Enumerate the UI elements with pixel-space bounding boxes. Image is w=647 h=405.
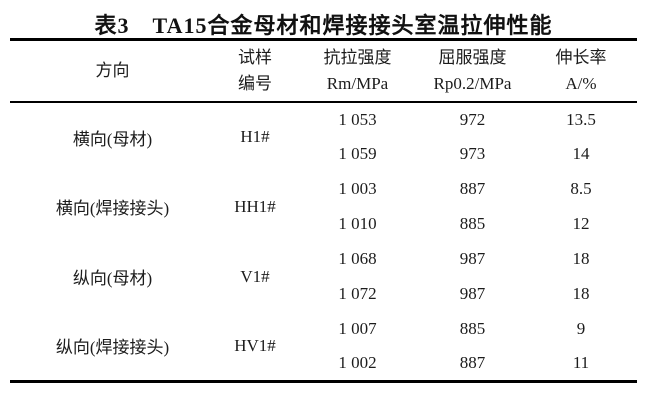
header-tensile-line2: Rm/MPa — [326, 73, 389, 93]
header-yield-line2: Rp0.2/MPa — [433, 73, 512, 93]
header-row: 方向 试样 编号 抗拉强度 Rm/MPa 屈服强度 Rp0.2/MPa 伸长率 … — [10, 39, 637, 103]
direction-cell: 横向(母材) — [72, 129, 153, 149]
elongation-cell: 13.5 — [566, 109, 596, 129]
table-body: 横向(母材) H1# 1 053 972 13.5 1 059 973 14 横… — [10, 102, 637, 382]
tensile-strength-cell: 1 053 — [338, 109, 377, 129]
table-row: 纵向(母材) V1# 1 068 987 18 — [10, 242, 637, 288]
yield-strength-cell: 885 — [459, 319, 486, 338]
direction-cell: 纵向(母材) — [72, 269, 153, 288]
yield-strength-cell: 887 — [459, 179, 486, 198]
elongation-cell: 18 — [572, 284, 590, 303]
header-direction-label: 方向 — [95, 60, 130, 80]
header-tensile-strength: 抗拉强度 Rm/MPa — [295, 39, 420, 103]
sample-id-cell: HH1# — [234, 196, 276, 216]
table-header: 方向 试样 编号 抗拉强度 Rm/MPa 屈服强度 Rp0.2/MPa 伸长率 … — [10, 39, 637, 103]
tensile-properties-table: 方向 试样 编号 抗拉强度 Rm/MPa 屈服强度 Rp0.2/MPa 伸长率 … — [10, 38, 637, 383]
sample-id-cell: HV1# — [234, 335, 276, 355]
header-direction: 方向 — [10, 39, 215, 103]
direction-cell: 横向(焊接接头) — [55, 199, 170, 218]
table-row: 横向(焊接接头) HH1# 1 003 887 8.5 — [10, 172, 637, 218]
table-row: 纵向(焊接接头) HV1# 1 007 885 9 — [10, 312, 637, 357]
header-sample-line2: 编号 — [238, 73, 272, 93]
yield-strength-cell: 887 — [459, 353, 486, 373]
tensile-strength-cell: 1 059 — [338, 144, 377, 163]
sample-id-cell: H1# — [240, 127, 270, 146]
tensile-strength-cell: 1 007 — [338, 319, 377, 338]
table-row: 横向(母材) H1# 1 053 972 13.5 — [10, 102, 637, 149]
table-row: 1 002 887 11 — [10, 347, 637, 382]
yield-strength-cell: 885 — [459, 214, 486, 233]
table-caption: 表3 TA15合金母材和焊接接头室温拉伸性能 — [94, 13, 553, 38]
header-tensile-line1: 抗拉强度 — [323, 47, 392, 67]
yield-strength-cell: 972 — [459, 109, 486, 129]
yield-strength-cell: 987 — [459, 284, 486, 303]
yield-strength-cell: 973 — [459, 144, 486, 163]
tensile-strength-cell: 1 068 — [338, 249, 377, 268]
header-elongation-line1: 伸长率 — [555, 47, 607, 67]
table-row: 1 072 987 18 — [10, 277, 637, 312]
header-elongation: 伸长率 A/% — [525, 39, 637, 103]
header-yield-strength: 屈服强度 Rp0.2/MPa — [420, 39, 525, 103]
table-row: 1 059 973 14 — [10, 137, 637, 172]
elongation-cell: 11 — [572, 353, 590, 373]
elongation-cell: 9 — [576, 319, 586, 338]
header-sample-line1: 试样 — [238, 47, 272, 67]
header-sample-id: 试样 编号 — [215, 39, 295, 103]
yield-strength-cell: 987 — [459, 249, 486, 268]
table-row: 1 010 885 12 — [10, 207, 637, 242]
tensile-strength-cell: 1 010 — [338, 214, 377, 233]
header-elongation-line2: A/% — [565, 73, 597, 93]
tensile-strength-cell: 1 003 — [338, 179, 377, 198]
direction-cell: 纵向(焊接接头) — [55, 338, 170, 358]
elongation-cell: 18 — [572, 249, 590, 268]
tensile-strength-cell: 1 072 — [338, 284, 377, 303]
tensile-strength-cell: 1 002 — [338, 353, 377, 373]
sample-id-cell: V1# — [240, 266, 270, 286]
elongation-cell: 14 — [572, 144, 590, 163]
elongation-cell: 12 — [572, 214, 590, 233]
elongation-cell: 8.5 — [570, 179, 592, 198]
header-yield-line1: 屈服强度 — [438, 47, 507, 67]
